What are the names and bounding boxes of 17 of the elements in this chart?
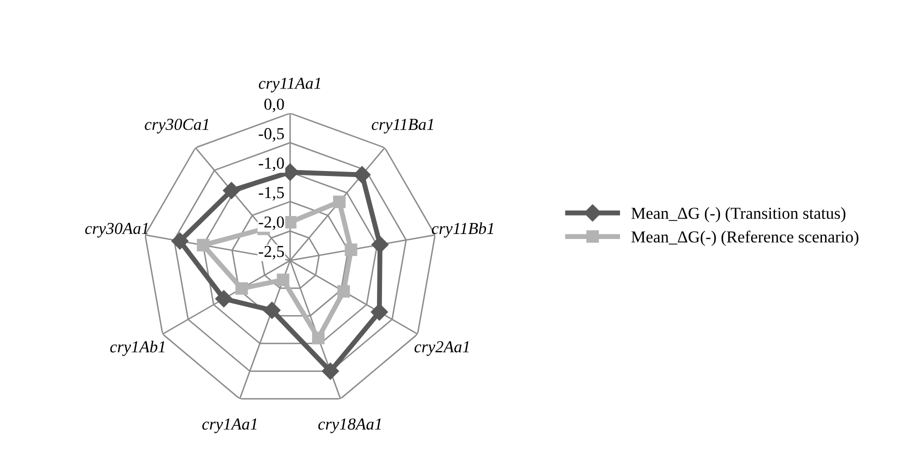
spoke-label: cry30Aa1 bbox=[85, 222, 148, 238]
spoke-label: cry1Aa1 bbox=[202, 418, 256, 434]
spoke-label: cry30Ca1 bbox=[144, 118, 208, 134]
y-tick-label: -1,5 bbox=[258, 187, 284, 201]
spoke-label: cry18Aa1 bbox=[318, 418, 381, 434]
legend-label: Mean_ΔG(-) (Reference scenario) bbox=[631, 230, 858, 246]
y-tick-label: -2,0 bbox=[258, 216, 284, 230]
spoke-label: cry11Bb1 bbox=[432, 222, 494, 238]
spoke-label: cry11Ba1 bbox=[372, 118, 434, 134]
legend-label: Mean_ΔG (-) (Transition status) bbox=[631, 207, 846, 222]
y-tick-label: 0,0 bbox=[264, 98, 284, 112]
spoke-label: cry11Aa1 bbox=[258, 78, 320, 92]
spoke-label: cry2Aa1 bbox=[414, 341, 469, 356]
y-tick-label: -1,0 bbox=[258, 158, 284, 172]
spoke-label: cry1Ab1 bbox=[110, 340, 164, 356]
y-tick-label: -0,5 bbox=[258, 128, 284, 142]
y-tick-label: -2,5 bbox=[258, 246, 284, 260]
